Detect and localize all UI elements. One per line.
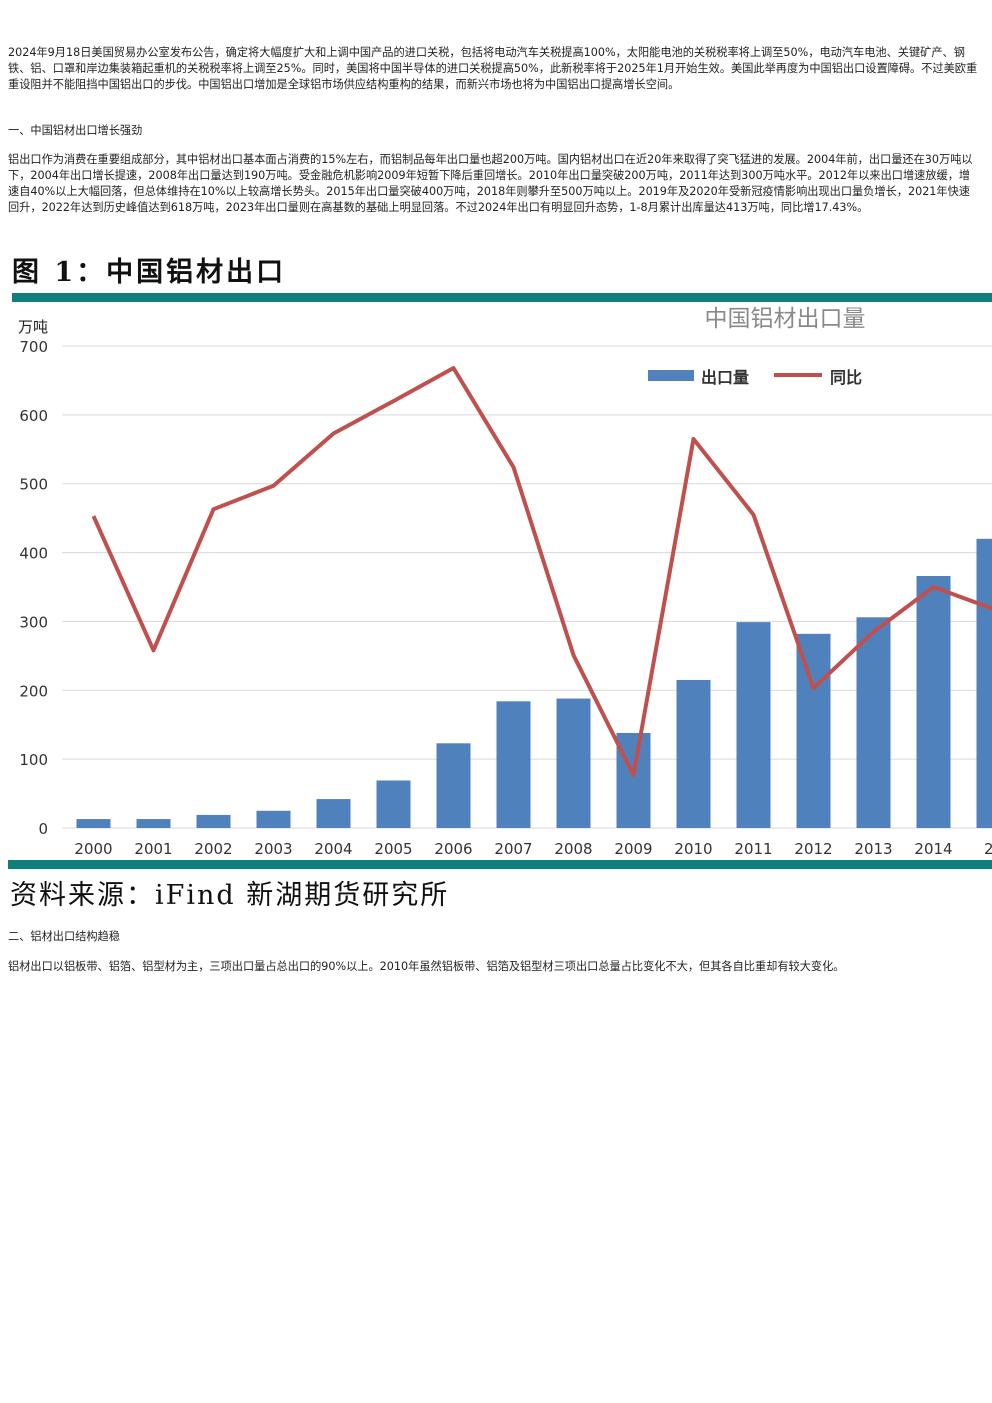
legend-bar-label: 出口量	[701, 368, 749, 387]
y-tick-label: 100	[19, 751, 48, 769]
bar-series	[76, 538, 992, 828]
bar-2000	[76, 819, 111, 828]
section2-heading: 二、铝材出口结构趋稳	[8, 930, 120, 943]
yoy-line	[91, 366, 992, 777]
chart-title: 中国铝材出口量	[705, 306, 866, 332]
x-tick-label: 2013	[854, 840, 892, 858]
line-series	[91, 366, 992, 777]
bar-2014	[916, 575, 951, 828]
chart-legend: 出口量 同比	[648, 368, 862, 387]
figure-bottom-rule	[8, 860, 992, 869]
x-tick-label: 2006	[434, 840, 472, 858]
section2-paragraph: 铝材出口以铝板带、铝箔、铝型材为主，三项出口量占总出口的90%以上。2010年虽…	[8, 960, 845, 973]
x-tick-label: 2007	[494, 840, 532, 858]
x-tick-label: 2010	[674, 840, 712, 858]
x-axis-ticks: 2000 2001 2002 2003 2004 2005 2006 2007 2008 2009…	[74, 840, 992, 858]
bar-2005	[376, 780, 411, 828]
x-tick-label: 2002	[194, 840, 232, 858]
y-tick-label: 300	[19, 613, 48, 631]
bar-2002	[196, 814, 231, 828]
section1-heading: 一、中国铝材出口增长强劲	[8, 124, 143, 137]
bar-2003	[256, 810, 291, 828]
x-tick-label: 2003	[254, 840, 292, 858]
figure-source: 资料来源：iFind 新湖期货研究所	[10, 880, 450, 911]
x-tick-label: 2004	[314, 840, 352, 858]
y-tick-label: 0	[38, 820, 48, 838]
gridlines	[62, 345, 992, 829]
section1-paragraph: 铝出口作为消费在重要组成部分，其中铝材出口基本面占消费的15%左右，而铝制品每年…	[8, 153, 973, 214]
y-axis-unit: 万吨	[18, 318, 48, 336]
legend-bar-swatch	[648, 370, 694, 381]
bar-2006	[436, 743, 471, 828]
x-tick-label: 2011	[734, 840, 772, 858]
bar-2008	[556, 698, 591, 828]
y-tick-label: 600	[19, 407, 48, 425]
y-tick-label: 400	[19, 545, 48, 563]
x-tick-label: 2001	[134, 840, 172, 858]
x-tick-label: 20	[984, 840, 992, 858]
y-tick-label: 700	[19, 338, 48, 356]
x-tick-label: 2012	[794, 840, 832, 858]
bar-2011	[736, 622, 771, 828]
y-axis-ticks: 0 100 200 300 400 500 600 700	[19, 338, 48, 838]
x-tick-label: 2008	[554, 840, 592, 858]
x-tick-label: 2014	[914, 840, 952, 858]
intro-paragraph: 2024年9月18日美国贸易办公室发布公告，确定将大幅度扩大和上调中国产品的进口…	[8, 46, 978, 91]
x-tick-label: 2005	[374, 840, 412, 858]
legend-line-label: 同比	[830, 368, 862, 387]
bar-2004	[316, 799, 351, 828]
y-tick-label: 200	[19, 682, 48, 700]
x-tick-label: 2009	[614, 840, 652, 858]
bar-2013	[856, 617, 891, 828]
bar-20	[976, 538, 992, 828]
figure-top-rule	[12, 293, 992, 302]
y-tick-label: 500	[19, 476, 48, 494]
bar-2007	[496, 701, 531, 828]
bar-2010	[676, 679, 711, 828]
bar-2001	[136, 819, 171, 828]
bar-2012	[796, 633, 831, 828]
x-tick-label: 2000	[74, 840, 112, 858]
figure-caption: 图 1：中国铝材出口	[12, 257, 287, 288]
